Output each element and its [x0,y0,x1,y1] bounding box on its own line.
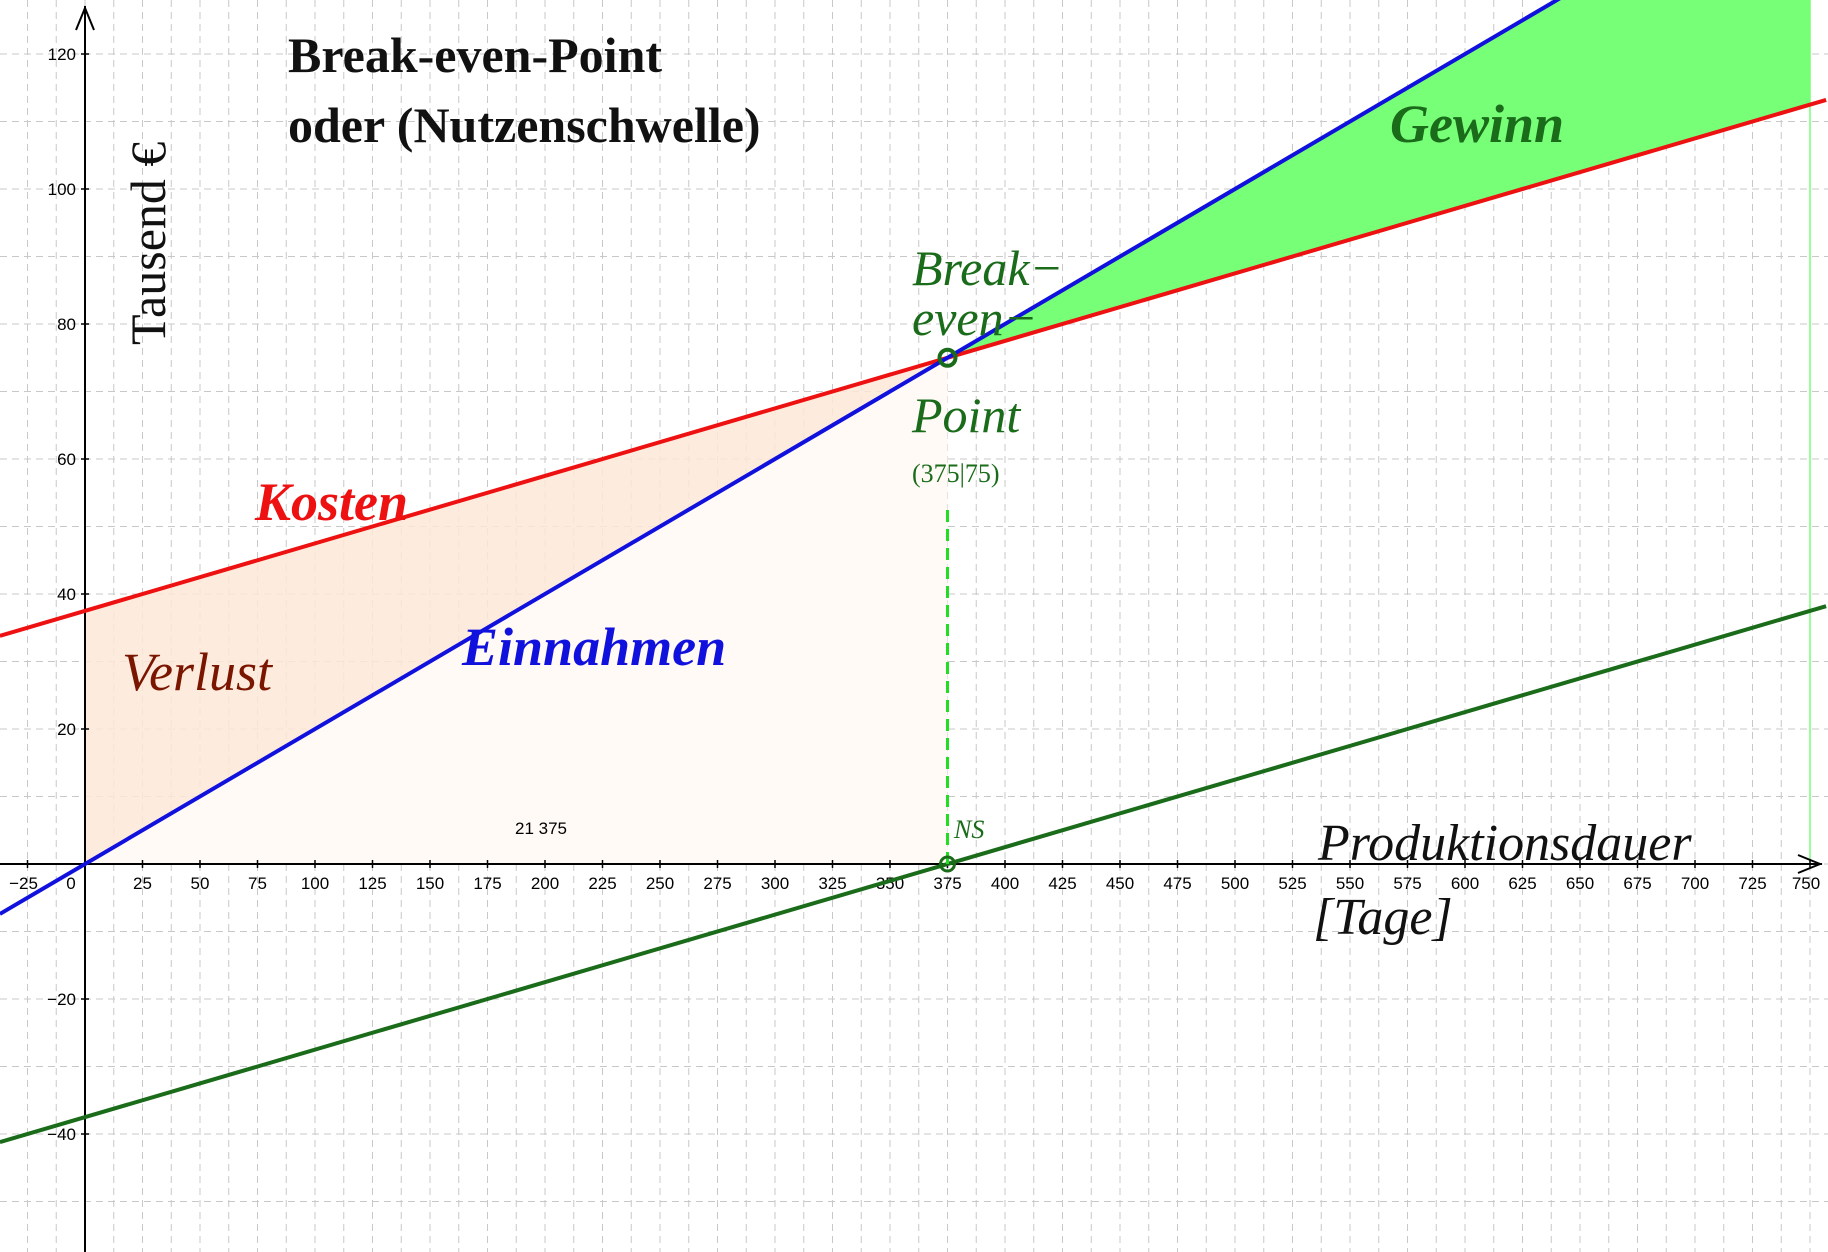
x-tick-label: 75 [248,874,267,893]
y-tick-label: 100 [48,180,76,199]
x-tick-label: 225 [588,874,616,893]
series-line-2 [0,604,1827,1145]
x-tick-label: 300 [761,874,789,893]
x-tick-label: 325 [818,874,846,893]
x-axis-label: Produktionsdauer [1317,815,1692,872]
region-label-verlust: Verlust [122,642,274,702]
y-tick-labels: −40 −20 20 40 60 80 100 120 [47,45,89,1144]
y-tick-label: 60 [57,450,76,469]
axes [0,5,1823,1252]
break-even-coords: (375|75) [912,459,1000,488]
break-even-label-1: Break− [912,240,1063,296]
y-axis-arrow [75,5,95,31]
x-tick-label: 250 [646,874,674,893]
x-tick-label: 400 [991,874,1019,893]
zero-point [939,855,956,873]
faint-label: 21 375 [515,819,567,838]
x-tick-label: 125 [358,874,386,893]
chart-title: Break-even-Point [288,27,662,83]
markers [937,347,958,873]
x-tick-label: 425 [1048,874,1076,893]
zero-point-label: NS [953,815,984,844]
x-tick-label: 275 [703,874,731,893]
y-tick-label: 20 [57,720,76,739]
x-tick-label: 600 [1451,874,1479,893]
x-tick-label: 25 [133,874,152,893]
x-tick-label: 200 [531,874,559,893]
break-even-point [937,347,958,368]
y-tick-label: 80 [57,315,76,334]
series-line-0 [0,97,1827,638]
x-tick-label: 550 [1336,874,1364,893]
x-tick-label: 675 [1623,874,1651,893]
x-tick-label: 750 [1792,874,1820,893]
gewinn-region [947,0,1810,358]
y-tick-label: −40 [47,1125,76,1144]
y-tick-label: −20 [47,990,76,1009]
y-tick-label: 120 [48,45,76,64]
series-label-einnahmen: Einnahmen [461,617,726,677]
x-tick-label: 100 [301,874,329,893]
x-tick-label: 625 [1508,874,1536,893]
x-axis-unit: [Tage] [1313,889,1453,946]
region-label-gewinn: Gewinn [1390,94,1564,154]
x-tick-label: −25 [9,874,38,893]
x-tick-label: 375 [933,874,961,893]
x-tick-label: 700 [1681,874,1709,893]
x-tick-label: 650 [1566,874,1594,893]
x-tick-label: 500 [1221,874,1249,893]
break-even-label-3: Point [911,387,1021,443]
series-label-kosten: Kosten [254,472,408,532]
x-axis-arrow [1797,854,1823,874]
x-tick-label: 0 [66,874,75,893]
break-even-label-2: even− [912,290,1037,346]
x-tick-label: 50 [191,874,210,893]
x-tick-label: 475 [1163,874,1191,893]
x-tick-label: 575 [1393,874,1421,893]
x-tick-label: 725 [1738,874,1766,893]
y-tick-label: 40 [57,585,76,604]
x-tick-label: 525 [1278,874,1306,893]
x-tick-label: 450 [1106,874,1134,893]
series-lines [0,0,1827,1145]
x-tick-label: 175 [473,874,501,893]
chart-subtitle: oder (Nutzenschwelle) [288,97,761,153]
y-axis-label: Tausend € [120,142,176,345]
x-tick-label: 150 [416,874,444,893]
series-line-1 [0,0,1561,916]
x-tick-labels: −25 0 25 50 75 100 125 150 175 200 225 250 275 300 325… [9,860,1820,893]
